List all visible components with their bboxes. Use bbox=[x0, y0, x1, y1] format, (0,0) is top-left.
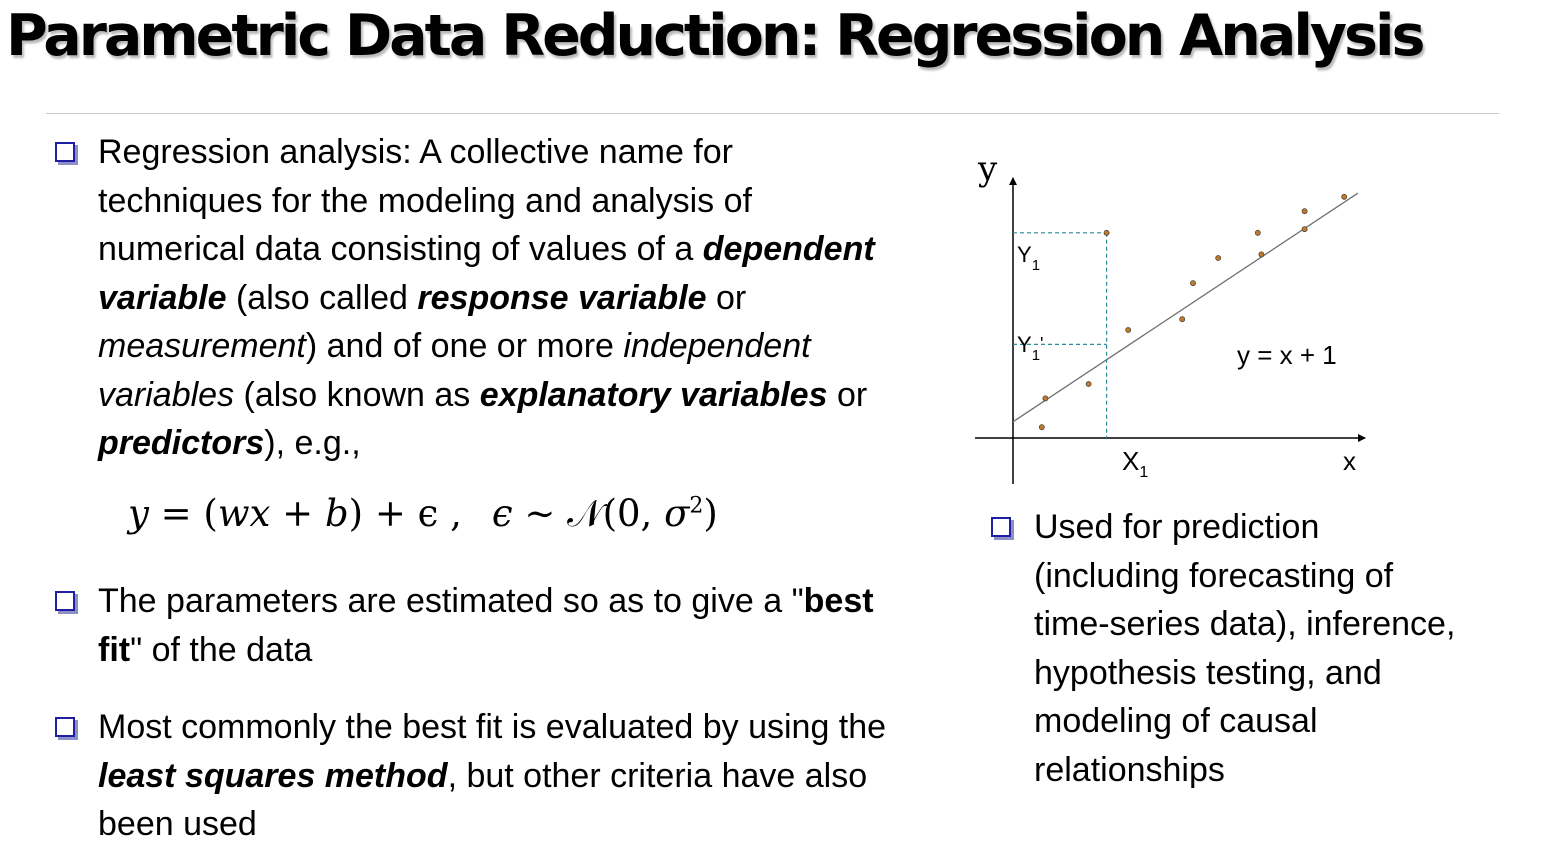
bullet-checkbox-icon bbox=[991, 517, 1011, 537]
regression-line bbox=[1012, 192, 1359, 423]
data-point bbox=[1085, 381, 1092, 387]
x-axis-label: x bbox=[1343, 446, 1356, 476]
data-point bbox=[1042, 395, 1049, 402]
y1-label: Y1 bbox=[1017, 242, 1040, 274]
bullet-least-squares: Most commonly the best fit is evaluated … bbox=[55, 703, 928, 849]
y-axis-label: y bbox=[977, 149, 998, 189]
slide-title: Parametric Data Reduction: Regression An… bbox=[6, 3, 1425, 69]
bullet-uses: Used for prediction (including forecasti… bbox=[991, 503, 1474, 794]
data-points bbox=[1038, 193, 1348, 431]
data-point bbox=[1190, 280, 1196, 287]
regression-formula: y = (wx + b) + ϵ ,ϵ ∼ 𝒩(0, σ2) bbox=[128, 492, 718, 535]
bullet-regression-definition: Regression analysis: A collective name f… bbox=[55, 128, 888, 468]
title-divider bbox=[46, 113, 1499, 114]
data-point bbox=[1215, 255, 1222, 261]
bullet-checkbox-icon bbox=[55, 591, 75, 611]
x1-label: X1 bbox=[1122, 446, 1148, 481]
regression-equation-label: y = x + 1 bbox=[1237, 340, 1337, 370]
y1-prime-label: Y1' bbox=[1017, 332, 1043, 364]
data-point bbox=[1258, 251, 1265, 258]
data-point bbox=[1254, 229, 1261, 236]
data-point bbox=[1301, 208, 1308, 215]
data-point bbox=[1038, 424, 1045, 431]
highlight-data-point bbox=[1103, 229, 1110, 236]
data-point bbox=[1179, 316, 1186, 323]
bullet-checkbox-icon bbox=[55, 717, 75, 737]
bullet-checkbox-icon bbox=[55, 142, 75, 162]
data-point bbox=[1341, 193, 1348, 200]
data-point bbox=[1125, 327, 1132, 333]
bullet-best-fit: The parameters are estimated so as to gi… bbox=[55, 577, 878, 674]
data-point bbox=[1301, 226, 1308, 233]
